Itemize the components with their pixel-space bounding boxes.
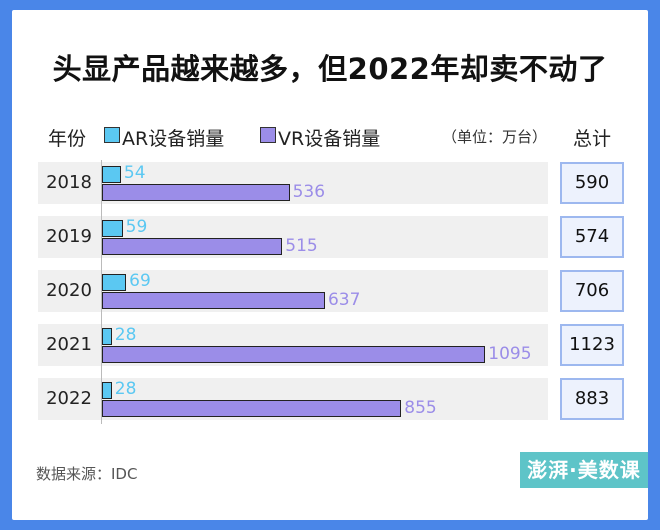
ar-value-label: 59 bbox=[125, 217, 148, 237]
vr-value-label: 637 bbox=[327, 290, 361, 310]
unit-label: （单位：万台） bbox=[442, 128, 548, 146]
legend-vr-label: VR设备销量 bbox=[278, 128, 381, 150]
vr-bar bbox=[102, 238, 283, 255]
ar-bar bbox=[102, 274, 127, 291]
year-label: 2022 bbox=[46, 388, 92, 409]
vr-bar bbox=[102, 400, 402, 417]
publisher-logo: 澎湃·美数课 bbox=[520, 452, 648, 488]
legend-ar-label: AR设备销量 bbox=[122, 128, 225, 150]
year-label: 2020 bbox=[46, 280, 92, 301]
vr-bar bbox=[102, 184, 290, 201]
ar-bar bbox=[102, 328, 112, 345]
source-note: 数据来源：IDC bbox=[36, 465, 138, 483]
year-column-header: 年份 bbox=[48, 128, 87, 150]
chart-title: 头显产品越来越多，但2022年却卖不动了 bbox=[52, 52, 608, 86]
total-value: 590 bbox=[560, 162, 624, 204]
vr-value-label: 536 bbox=[292, 182, 326, 202]
year-label: 2019 bbox=[46, 226, 92, 247]
vr-value-label: 515 bbox=[285, 236, 318, 256]
total-value: 706 bbox=[560, 270, 624, 312]
total-value: 1123 bbox=[560, 324, 624, 366]
ar-value-label: 28 bbox=[114, 325, 137, 345]
vr-bar bbox=[102, 346, 486, 363]
ar-value-label: 54 bbox=[123, 163, 146, 183]
ar-bar bbox=[102, 382, 112, 399]
axis-line bbox=[101, 160, 102, 424]
vr-bar bbox=[102, 292, 325, 309]
vr-value-label: 1095 bbox=[488, 344, 532, 364]
chart-card bbox=[12, 10, 648, 520]
ar-value-label: 69 bbox=[129, 271, 151, 291]
vr-value-label: 855 bbox=[404, 398, 437, 418]
total-value: 883 bbox=[560, 378, 624, 420]
ar-value-label: 28 bbox=[114, 379, 137, 399]
legend-ar-swatch bbox=[104, 127, 120, 143]
ar-bar bbox=[102, 220, 123, 237]
year-label: 2021 bbox=[46, 334, 92, 355]
total-column-header: 总计 bbox=[573, 128, 612, 150]
ar-bar bbox=[102, 166, 121, 183]
legend-vr-swatch bbox=[260, 127, 276, 143]
total-value: 574 bbox=[560, 216, 624, 258]
year-label: 2018 bbox=[46, 172, 92, 193]
